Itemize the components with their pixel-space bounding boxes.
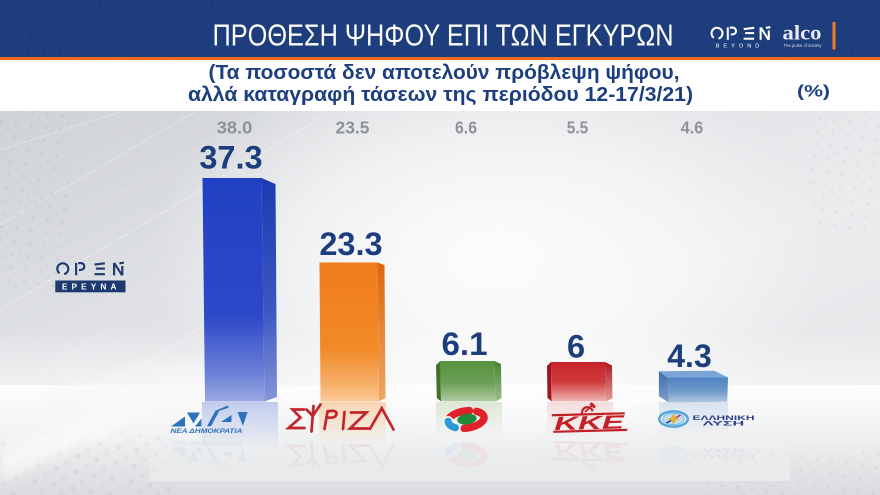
svg-text:(Τα ποσοστά δεν αποτελούν πρόβ: (Τα ποσοστά δεν αποτελούν πρόβλεψη ψήφου…	[209, 61, 680, 84]
svg-text:5.5: 5.5	[567, 118, 589, 138]
svg-text:37.3: 37.3	[199, 140, 262, 176]
svg-text:The pulse of society: The pulse of society	[784, 43, 823, 49]
svg-text:23.5: 23.5	[336, 118, 370, 138]
svg-text:αλλά καταγραφή τάσεων της περι: αλλά καταγραφή τάσεων της περιόδου 12-17…	[188, 83, 693, 106]
svg-text:ΕΛΛΗΝΙΚΗ: ΕΛΛΗΝΙΚΗ	[693, 415, 755, 422]
svg-text:6: 6	[567, 328, 585, 364]
svg-text:6.6: 6.6	[455, 118, 477, 138]
svg-text:alco: alco	[783, 20, 822, 44]
svg-text:ΚΚΕ: ΚΚΕ	[554, 412, 627, 435]
svg-text:BEYOND: BEYOND	[716, 44, 764, 50]
svg-text:ΝΕΑ ΔΗΜΟΚΡΑΤΙΑ: ΝΕΑ ΔΗΜΟΚΡΑΤΙΑ	[171, 428, 243, 435]
svg-text:38.0: 38.0	[217, 118, 253, 138]
svg-text:23.3: 23.3	[319, 226, 382, 262]
svg-text:ΠΡΟΘΕΣΗ ΨΗΦΟΥ ΕΠΙ ΤΩΝ ΕΓΚΥΡΩΝ: ΠΡΟΘΕΣΗ ΨΗΦΟΥ ΕΠΙ ΤΩΝ ΕΓΚΥΡΩΝ	[213, 18, 674, 53]
svg-text:ΛΥΣΗ: ΛΥΣΗ	[703, 421, 745, 428]
svg-text:4.6: 4.6	[681, 118, 704, 138]
svg-text:4.3: 4.3	[667, 338, 712, 374]
svg-text:6.1: 6.1	[442, 326, 488, 362]
svg-text:(%): (%)	[797, 83, 830, 101]
